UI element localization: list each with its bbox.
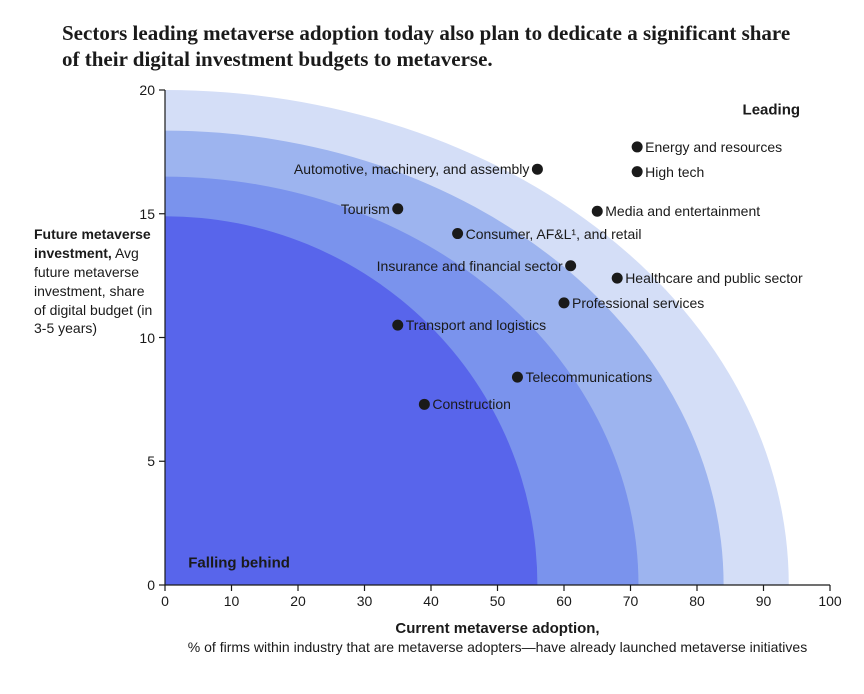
point-label: High tech xyxy=(645,164,704,180)
x-tick-label: 100 xyxy=(818,593,841,609)
scatter-point xyxy=(452,228,463,239)
x-axis-label: Current metaverse adoption, % of firms w… xyxy=(165,620,830,655)
scatter-point xyxy=(565,260,576,271)
x-axis-label-bold: Current metaverse adoption, xyxy=(165,620,830,637)
x-tick-label: 60 xyxy=(556,593,572,609)
scatter-point xyxy=(612,273,623,284)
y-axis-label: Future metaverse investment, Avg future … xyxy=(34,225,154,338)
x-axis-label-rest: % of firms within industry that are meta… xyxy=(165,639,830,655)
x-tick-label: 40 xyxy=(423,593,439,609)
x-tick-label: 70 xyxy=(623,593,639,609)
point-label: Professional services xyxy=(572,295,704,311)
scatter-point xyxy=(419,399,430,410)
scatter-point xyxy=(392,203,403,214)
corner-label-falling: Falling behind xyxy=(188,554,290,571)
y-tick-label: 15 xyxy=(139,206,155,222)
x-tick-label: 0 xyxy=(161,593,169,609)
point-label: Insurance and financial sector xyxy=(377,258,563,274)
y-tick-label: 5 xyxy=(147,453,155,469)
x-tick-label: 80 xyxy=(689,593,705,609)
scatter-point xyxy=(632,141,643,152)
corner-label-leading: Leading xyxy=(743,101,801,118)
x-tick-label: 10 xyxy=(224,593,240,609)
point-label: Consumer, AF&L¹, and retail xyxy=(466,226,642,242)
point-label: Construction xyxy=(432,396,511,412)
scatter-point xyxy=(392,320,403,331)
y-tick-label: 0 xyxy=(147,577,155,593)
scatter-plot: Leading Falling behind 01020304050607080… xyxy=(165,90,830,585)
scatter-point xyxy=(559,297,570,308)
point-label: Media and entertainment xyxy=(605,203,760,219)
point-label: Automotive, machinery, and assembly xyxy=(294,161,530,177)
point-label: Transport and logistics xyxy=(406,317,546,333)
scatter-point xyxy=(632,166,643,177)
x-tick-label: 90 xyxy=(756,593,772,609)
scatter-point xyxy=(532,164,543,175)
point-label: Energy and resources xyxy=(645,139,782,155)
y-tick-label: 20 xyxy=(139,82,155,98)
point-label: Healthcare and public sector xyxy=(625,270,802,286)
scatter-point xyxy=(512,372,523,383)
scatter-point xyxy=(592,206,603,217)
chart-page: Sectors leading metaverse adoption today… xyxy=(0,0,864,694)
x-tick-label: 30 xyxy=(357,593,373,609)
point-label: Tourism xyxy=(341,201,390,217)
chart-title: Sectors leading metaverse adoption today… xyxy=(62,20,802,73)
y-tick-label: 10 xyxy=(139,330,155,346)
x-tick-label: 50 xyxy=(490,593,506,609)
point-label: Telecommunications xyxy=(525,369,652,385)
x-tick-label: 20 xyxy=(290,593,306,609)
